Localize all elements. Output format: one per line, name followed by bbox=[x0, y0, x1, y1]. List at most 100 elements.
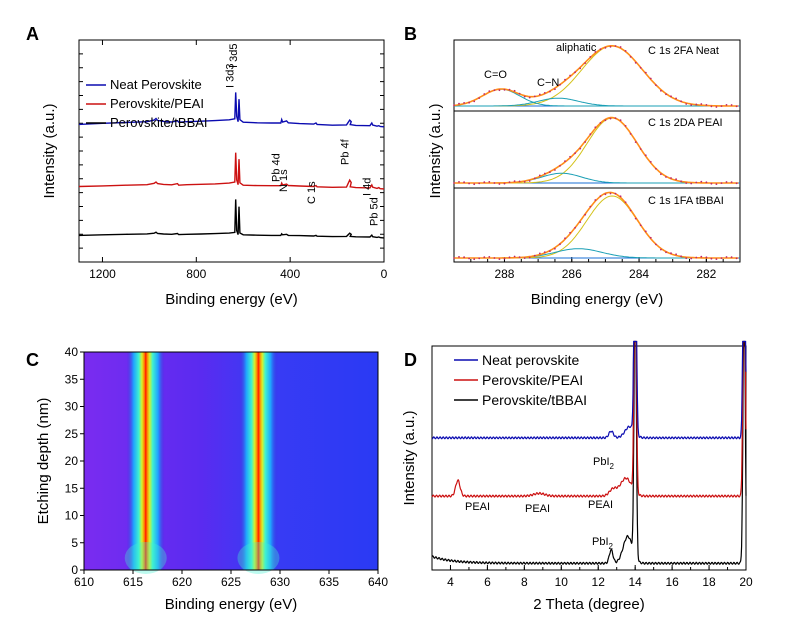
x-tick-label: 800 bbox=[186, 267, 206, 281]
annotation-subscript: 2 bbox=[609, 542, 614, 551]
data-point bbox=[483, 256, 486, 258]
data-point bbox=[609, 192, 612, 195]
data-point bbox=[468, 182, 470, 185]
data-point bbox=[513, 255, 516, 258]
series-line-2 bbox=[431, 340, 747, 565]
x-tick-label: 14 bbox=[628, 575, 642, 589]
x-axis-title: Binding energy (eV) bbox=[531, 291, 664, 308]
legend-label: Perovskite/PEAI bbox=[482, 372, 583, 388]
data-point bbox=[528, 180, 531, 182]
data-point bbox=[715, 106, 718, 108]
y-axis-title: Intensity (a.u.) bbox=[427, 103, 444, 198]
data-point bbox=[720, 105, 723, 107]
data-point bbox=[533, 95, 536, 98]
data-point bbox=[665, 176, 667, 178]
data-point bbox=[705, 104, 708, 106]
data-point bbox=[549, 171, 551, 174]
peak-annotation: PbI2 bbox=[593, 456, 615, 471]
peak-annotation: I 3d3 bbox=[225, 64, 237, 88]
data-point bbox=[619, 119, 622, 122]
x-tick-label: 20 bbox=[739, 575, 753, 589]
data-point bbox=[543, 92, 546, 94]
data-point bbox=[670, 252, 672, 255]
x-tick-label: 620 bbox=[172, 575, 192, 589]
data-point bbox=[579, 221, 582, 224]
data-point bbox=[594, 126, 597, 129]
x-tick-label: 6 bbox=[484, 575, 491, 589]
series-line-0 bbox=[78, 92, 385, 128]
data-point bbox=[690, 104, 693, 106]
heatmap-flare bbox=[237, 542, 280, 574]
x-tick-label: 8 bbox=[521, 575, 528, 589]
data-point bbox=[680, 180, 682, 183]
peak-annotation: Pb 5d bbox=[368, 197, 380, 226]
data-point bbox=[538, 174, 541, 177]
data-point bbox=[503, 89, 506, 91]
data-point bbox=[468, 257, 470, 260]
data-point bbox=[655, 167, 657, 170]
y-tick-label: 10 bbox=[65, 509, 79, 523]
data-point bbox=[685, 257, 688, 260]
panel-letter-c: C bbox=[26, 350, 39, 370]
data-point bbox=[488, 181, 491, 183]
data-point bbox=[589, 133, 592, 136]
data-point bbox=[493, 257, 496, 259]
stack-label: C 1s 1FA tBBAI bbox=[648, 195, 724, 207]
data-point bbox=[680, 255, 682, 258]
data-point bbox=[549, 90, 551, 93]
data-point bbox=[599, 195, 602, 198]
x-tick-label: 0 bbox=[381, 267, 388, 281]
data-point bbox=[675, 97, 677, 100]
series-line-0 bbox=[431, 340, 747, 440]
data-point bbox=[660, 89, 662, 92]
data-point bbox=[624, 201, 627, 204]
data-point bbox=[649, 161, 652, 163]
data-point bbox=[564, 160, 566, 163]
peak-annotation: PEAI bbox=[465, 501, 490, 513]
data-point bbox=[624, 50, 627, 52]
stack-label: C 1s 2FA Neat bbox=[648, 45, 719, 57]
data-point bbox=[458, 181, 460, 183]
data-point bbox=[665, 251, 667, 254]
data-point bbox=[649, 77, 652, 80]
peak-annotation: C=O bbox=[484, 69, 507, 81]
data-point bbox=[589, 205, 592, 208]
data-point bbox=[538, 252, 541, 255]
data-point bbox=[660, 248, 662, 251]
x-tick-label: 640 bbox=[368, 575, 388, 589]
stack-label: C 1s 2DA PEAI bbox=[648, 117, 723, 129]
data-point bbox=[639, 66, 642, 69]
data-point bbox=[503, 182, 506, 185]
data-point bbox=[649, 236, 652, 239]
data-point bbox=[463, 181, 465, 184]
data-point bbox=[644, 71, 647, 74]
data-point bbox=[513, 180, 516, 183]
data-point bbox=[665, 93, 667, 96]
data-point bbox=[730, 181, 733, 184]
data-point bbox=[730, 104, 733, 106]
data-point bbox=[468, 101, 470, 104]
data-point bbox=[549, 250, 551, 253]
data-point bbox=[725, 181, 728, 183]
data-point bbox=[473, 258, 476, 261]
panel-letter-b: B bbox=[404, 24, 417, 44]
data-point bbox=[644, 154, 647, 157]
x-tick-label: 1200 bbox=[89, 267, 116, 281]
data-point bbox=[629, 56, 632, 58]
peak-annotation: Pb 4d bbox=[271, 153, 283, 182]
data-point bbox=[498, 89, 501, 92]
data-point bbox=[554, 169, 556, 171]
data-point bbox=[614, 192, 617, 195]
data-point bbox=[725, 104, 728, 106]
data-point bbox=[690, 257, 693, 260]
data-point bbox=[614, 117, 617, 119]
y-tick-label: 35 bbox=[65, 372, 79, 386]
data-point bbox=[518, 92, 521, 95]
peak-annotation: I 4d bbox=[361, 178, 373, 196]
data-point bbox=[715, 183, 718, 186]
peak-annotation: C 1s bbox=[306, 181, 318, 204]
data-point bbox=[574, 226, 576, 229]
series-line-1 bbox=[431, 340, 747, 498]
data-point bbox=[538, 93, 541, 96]
